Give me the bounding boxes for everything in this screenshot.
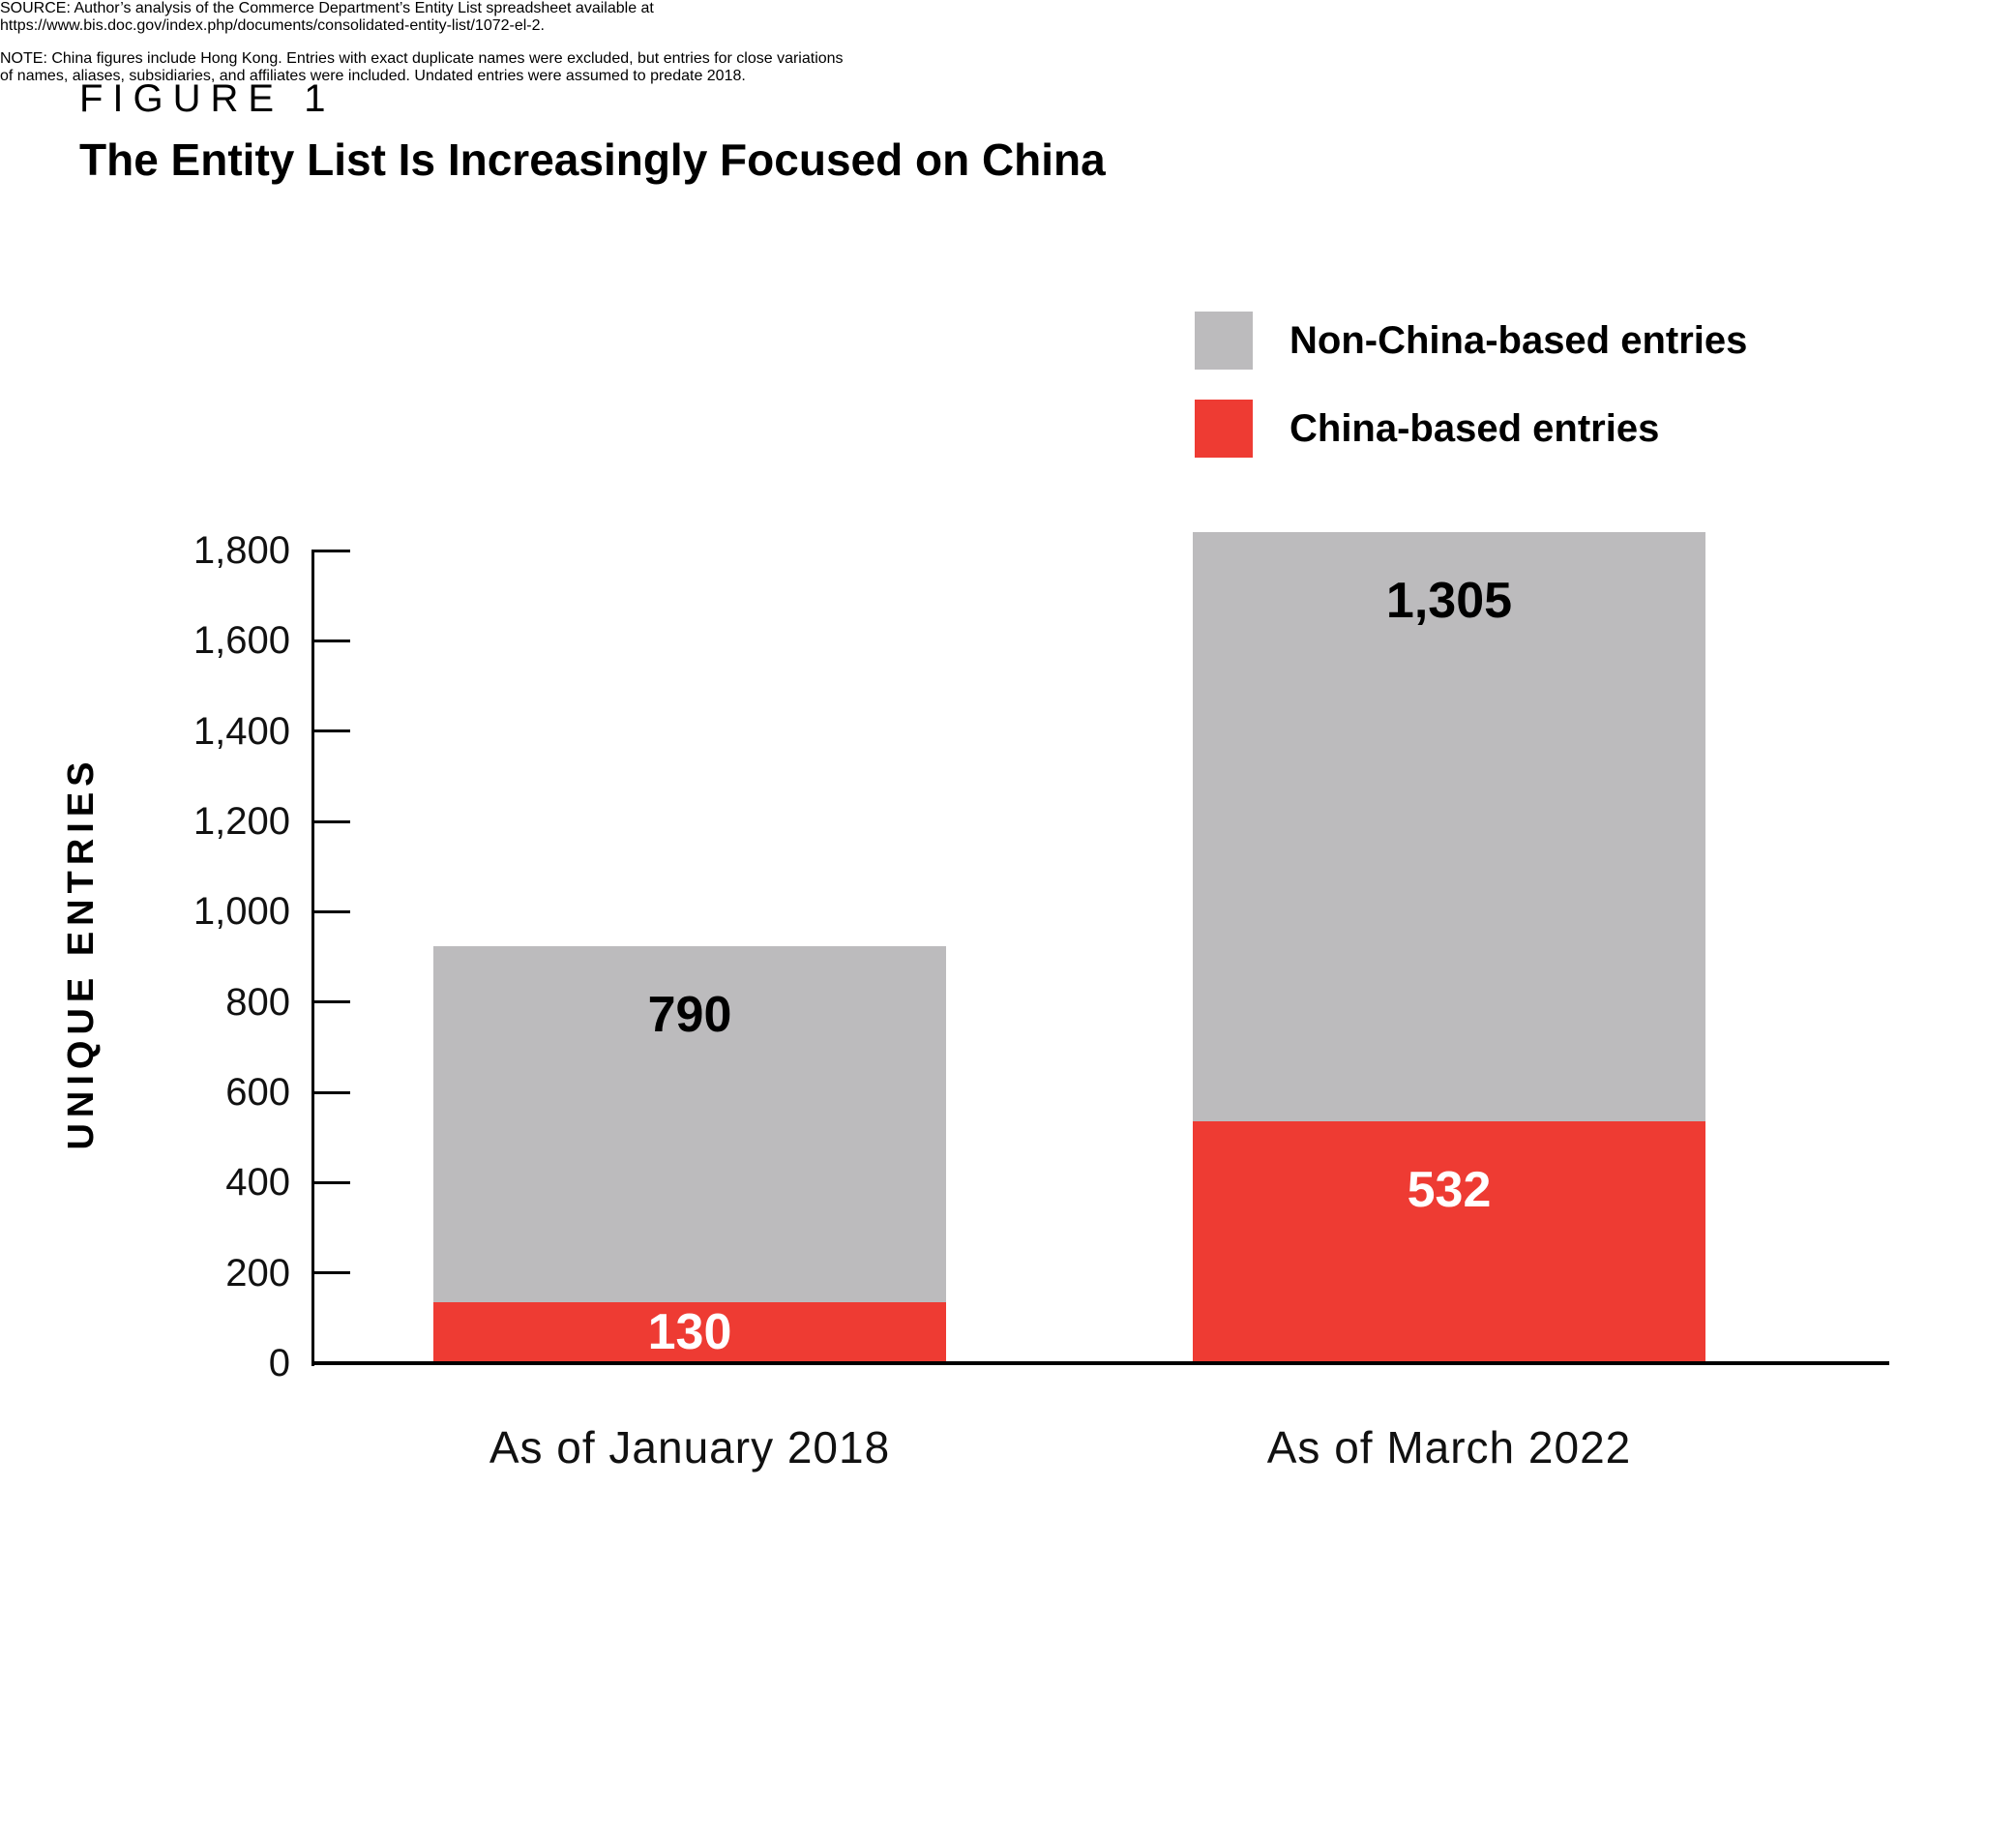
x-axis-label: As of January 2018 [489,1422,891,1473]
source-line-2: https://www.bis.doc.gov/index.php/docume… [0,17,545,34]
legend-label-china: China-based entries [1290,406,1660,450]
y-tick-label: 1,400 [193,709,290,753]
plot-area: UNIQUE ENTRIES 0 200 400 600 800 1,000 1,200 1,… [61,529,1889,1473]
figure-label: FIGURE 1 [79,77,336,120]
legend-item-non-china: Non-China-based entries [1195,312,1747,370]
legend-swatch-china-icon [1195,400,1253,458]
bar-segment-non-china: 790 [433,945,946,1303]
bar-segment-non-china: 1,305 [1193,531,1705,1121]
note-line-2: of names, aliases, subsidiaries, and aff… [0,68,746,84]
x-axis-label: As of March 2022 [1266,1422,1632,1473]
y-tick-label: 1,800 [193,529,290,572]
bar-value-label: 130 [647,1303,732,1360]
y-axis-tick [311,1090,350,1094]
y-axis-tick [311,729,350,733]
legend-item-china: China-based entries [1195,400,1747,458]
y-axis-tick [311,1361,350,1365]
y-axis-tick [311,639,350,642]
y-axis-tick [311,819,350,823]
bar-value-label: 1,305 [1385,572,1513,629]
y-axis-tick [311,1000,350,1004]
legend: Non-China-based entries China-based entr… [1195,312,1747,488]
y-tick-label: 200 [225,1251,290,1294]
y-axis-line [311,551,314,1366]
y-tick-label: 600 [225,1071,290,1114]
y-tick-label: 1,000 [193,890,290,934]
note-line-1: NOTE: China figures include Hong Kong. E… [0,50,844,67]
figure-title: The Entity List Is Increasingly Focused … [79,134,1106,185]
y-axis-tick [311,1271,350,1275]
legend-swatch-non-china-icon [1195,312,1253,370]
x-axis-line [311,1361,1889,1365]
legend-label-non-china: Non-China-based entries [1290,318,1748,362]
y-tick-label: 800 [225,980,290,1024]
y-tick-label: 1,200 [193,800,290,843]
bar-segment-china: 532 [1193,1120,1705,1361]
bar-value-label: 790 [647,986,732,1043]
bar-value-label: 532 [1407,1161,1492,1218]
y-axis-tick [311,1180,350,1184]
y-axis-tick [311,549,350,552]
bar-segment-china: 130 [433,1302,946,1361]
y-tick-label: 1,600 [193,619,290,663]
y-tick-label: 0 [268,1342,290,1384]
y-tick-label: 400 [225,1161,290,1205]
source-line-1: SOURCE: Author’s analysis of the Commerc… [0,0,654,16]
y-axis-tick [311,909,350,913]
